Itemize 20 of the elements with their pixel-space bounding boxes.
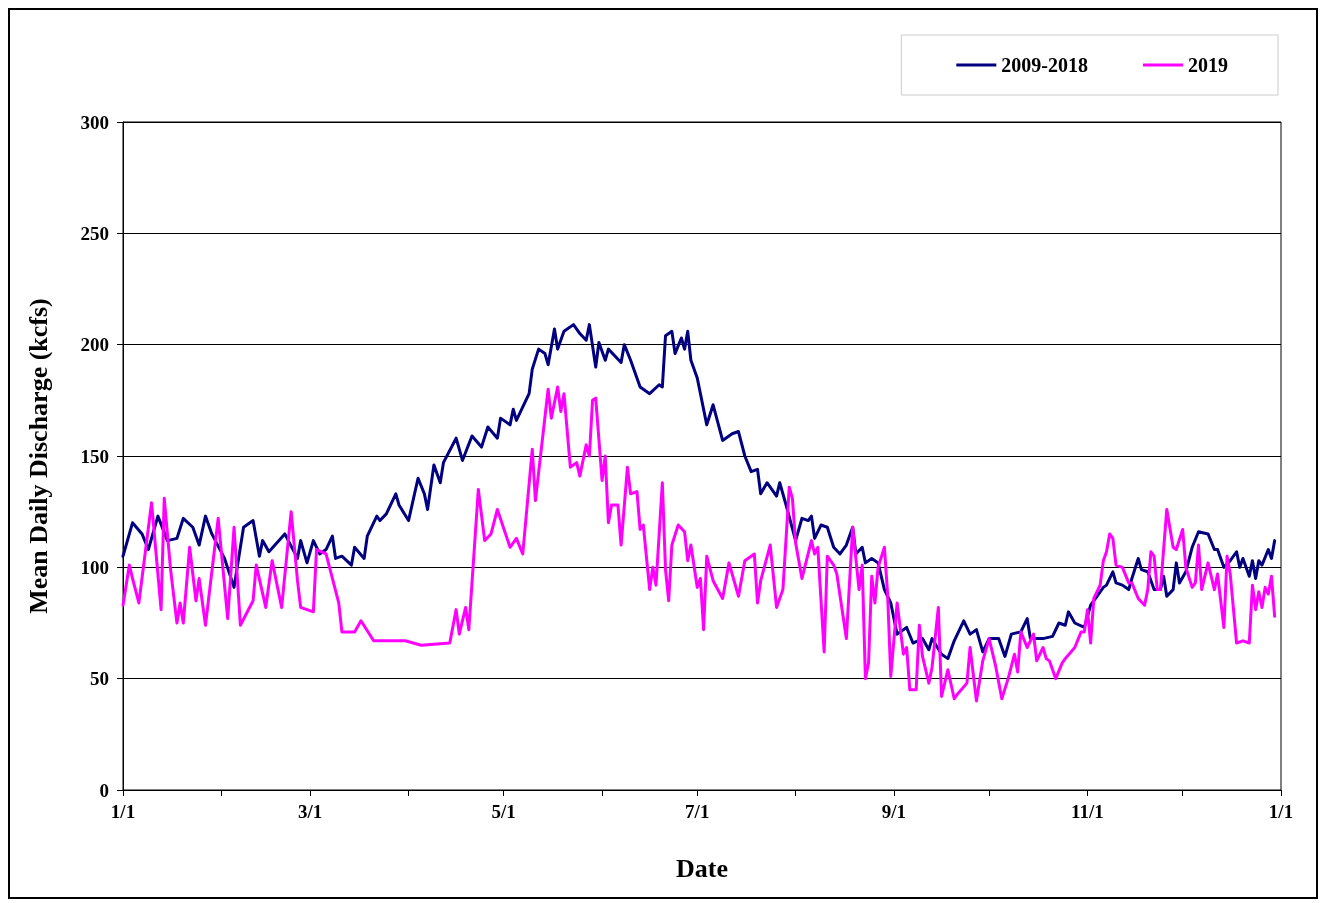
line-series bbox=[121, 323, 1277, 661]
x-tick-label: 9/1 bbox=[881, 801, 907, 822]
y-tick-label: 100 bbox=[80, 556, 109, 578]
y-axis-title: Mean Daily Discharge (kcfs) bbox=[23, 298, 53, 614]
x-tick-label: 11/1 bbox=[1071, 801, 1104, 822]
y-tick-label: 50 bbox=[90, 668, 109, 690]
y-tick-label: 150 bbox=[80, 445, 109, 467]
y-tick-label: 0 bbox=[99, 779, 109, 801]
legend-label: 2009-2018 bbox=[1001, 54, 1089, 76]
line-series bbox=[121, 385, 1277, 703]
x-tick-label: 7/1 bbox=[685, 801, 710, 822]
x-tick-label: 1/1 bbox=[110, 801, 136, 822]
y-tick-label: 300 bbox=[80, 111, 109, 133]
x-axis-title: Date bbox=[676, 853, 728, 883]
y-tick-label: 200 bbox=[80, 334, 109, 356]
y-tick-label: 250 bbox=[80, 222, 109, 244]
x-tick-label: 3/1 bbox=[298, 801, 323, 822]
legend-label: 2019 bbox=[1188, 54, 1228, 76]
x-tick-label: 5/1 bbox=[491, 801, 516, 822]
x-tick-label: 1/1 bbox=[1268, 801, 1294, 822]
